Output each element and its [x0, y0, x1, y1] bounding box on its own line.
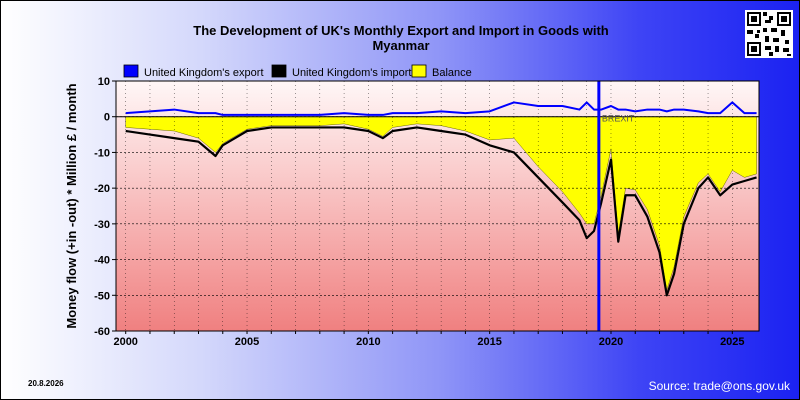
x-tick-label: 2010 — [356, 336, 380, 348]
legend-label: United Kingdom's export — [144, 67, 264, 79]
x-tick-label: 2020 — [599, 336, 623, 348]
series-lines-layer — [116, 101, 759, 297]
y-tick-label: 0 — [104, 112, 110, 124]
legend-swatch — [411, 64, 427, 78]
y-tick-label: -20 — [94, 183, 110, 195]
x-tick-label: 2005 — [235, 336, 259, 348]
y-tick-label: -10 — [94, 147, 110, 159]
chart-title-line-1: The Development of UK's Monthly Export a… — [193, 23, 609, 38]
y-axis: 10 0 -10 -20 -30 -40 -50 -60 — [94, 76, 116, 338]
legend: United Kingdom's export United Kingdom's … — [123, 64, 472, 79]
qr-code-graphic — [745, 10, 793, 58]
y-tick-label: -40 — [94, 255, 110, 267]
y-axis-label: Money flow (+in -out) * Million £ / mont… — [64, 83, 79, 328]
y-tick-label: -60 — [94, 326, 110, 338]
series-import-line — [125, 126, 757, 297]
chart-title-line-2: Myanmar — [372, 38, 429, 53]
footer-source[interactable]: Source: trade@ons.gov.uk — [648, 379, 790, 393]
legend-label: United Kingdom's import — [292, 67, 412, 79]
x-axis: 2000 2005 2010 2015 2020 2025 — [113, 331, 745, 348]
plot-border — [115, 80, 760, 332]
footer-date: 20.8.2026 — [28, 379, 64, 388]
x-tick-label: 2000 — [113, 336, 137, 348]
x-tick-label: 2025 — [720, 336, 744, 348]
marker-layer: BREXIT — [597, 81, 635, 331]
series-export-line — [125, 101, 757, 116]
y-tick-label: 10 — [98, 76, 110, 88]
brexit-marker-label: BREXIT — [602, 114, 635, 124]
qr-code-icon[interactable] — [745, 10, 793, 58]
x-tick-label: 2015 — [477, 336, 501, 348]
legend-swatch — [123, 64, 139, 78]
legend-label: Balance — [432, 67, 472, 79]
legend-swatch — [271, 64, 287, 78]
y-tick-label: -50 — [94, 290, 110, 302]
y-tick-label: -30 — [94, 219, 110, 231]
